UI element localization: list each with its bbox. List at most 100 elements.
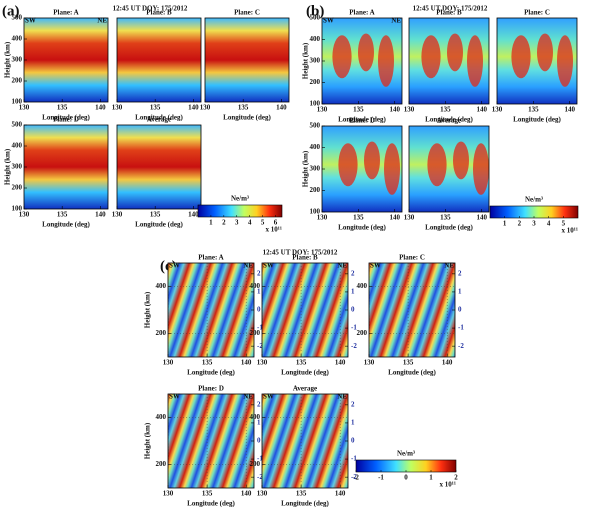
heatmap-feature xyxy=(332,35,352,79)
colorbar xyxy=(197,204,283,218)
subplot-frame xyxy=(408,17,490,105)
x-axis-label: Longitude (deg) xyxy=(187,500,235,508)
x-tick-label: 135 xyxy=(150,211,161,219)
x-tick-label: 135 xyxy=(202,359,213,367)
y2-tick-label: -1 xyxy=(257,324,263,332)
panel-label: (b) xyxy=(306,3,324,19)
x-tick-label: 135 xyxy=(238,104,249,112)
x-tick-label: 130 xyxy=(317,214,328,222)
y2-tick-label: 0 xyxy=(257,437,261,445)
heatmap-image xyxy=(262,394,348,488)
corner-label: NE xyxy=(337,262,347,270)
subplot-title: Plane: C xyxy=(399,254,425,262)
x-axis-label: Longitude (deg) xyxy=(425,116,473,124)
heatmap-feature xyxy=(537,33,553,72)
y-tick-label: 400 xyxy=(310,143,321,151)
y2-tick-label: -2 xyxy=(257,473,263,481)
y2-tick-label: 1 xyxy=(351,288,355,296)
x-tick-label: 130 xyxy=(317,106,328,114)
x-tick-label: 140 xyxy=(188,104,199,112)
y2-tick-label: 2 xyxy=(351,400,355,408)
x-axis-label: Longitude (deg) xyxy=(513,116,561,124)
panel-label: (a) xyxy=(2,3,20,19)
corner-label: SW xyxy=(323,17,334,25)
x-tick-label: 130 xyxy=(112,211,123,219)
corner-label: NE xyxy=(243,393,253,401)
x-tick-label: 135 xyxy=(353,214,364,222)
x-tick-label: 135 xyxy=(403,359,414,367)
heatmap-feature xyxy=(557,35,573,87)
colorbar-tick-label: 1 xyxy=(429,474,433,482)
x-axis-label: Longitude (deg) xyxy=(42,221,90,229)
x-tick-label: 140 xyxy=(564,106,575,114)
x-tick-label: 135 xyxy=(57,104,68,112)
y-axis-label: Height (km) xyxy=(144,291,152,328)
x-axis-label: Longitude (deg) xyxy=(281,369,329,377)
x-axis-label: Longitude (deg) xyxy=(135,221,183,229)
colorbar-tick-label: -1 xyxy=(378,474,384,482)
colorbar-exponent: x 10¹¹ xyxy=(266,226,282,234)
y-axis-label: Height (km) xyxy=(302,42,310,79)
corner-label: NE xyxy=(337,393,347,401)
heatmap-feature xyxy=(384,143,400,195)
x-axis-label: Longitude (deg) xyxy=(338,116,386,124)
y-tick-label: 100 xyxy=(12,205,23,213)
x-tick-label: 140 xyxy=(276,104,287,112)
heatmap-feature xyxy=(447,33,463,72)
colorbar-exponent: x 10¹¹ xyxy=(440,481,456,489)
x-tick-label: 140 xyxy=(241,490,252,498)
y2-tick-label: 2 xyxy=(351,269,355,277)
x-tick-label: 130 xyxy=(19,104,30,112)
colorbar-tick-label: 2 xyxy=(454,474,458,482)
colorbar-label: Ne/m³ xyxy=(525,196,543,204)
y-tick-label: 500 xyxy=(310,14,321,22)
x-axis-label: Longitude (deg) xyxy=(42,114,90,122)
heatmap-image xyxy=(262,263,348,357)
x-tick-label: 130 xyxy=(404,106,415,114)
heatmap-feature xyxy=(358,33,374,72)
x-tick-label: 140 xyxy=(335,359,346,367)
y-tick-label: 400 xyxy=(12,142,23,150)
x-tick-label: 130 xyxy=(163,359,174,367)
x-tick-label: 140 xyxy=(476,106,487,114)
colorbar-label: Ne/m³ xyxy=(397,450,415,458)
y2-tick-label: 0 xyxy=(351,437,355,445)
heatmap-image xyxy=(117,125,201,209)
heatmap-feature xyxy=(511,35,531,79)
y-axis-label: Height (km) xyxy=(302,150,310,187)
x-tick-label: 140 xyxy=(95,211,106,219)
subplot-title: Plane: A xyxy=(53,9,78,17)
heatmap-image xyxy=(117,18,201,102)
subplot-frame xyxy=(116,124,202,210)
x-tick-label: 135 xyxy=(296,359,307,367)
heatmap-feature xyxy=(378,35,394,87)
x-tick-label: 135 xyxy=(528,106,539,114)
y-tick-label: 500 xyxy=(12,121,23,129)
y2-tick-label: -1 xyxy=(351,455,357,463)
corner-label: NE xyxy=(97,17,107,25)
y-tick-label: 400 xyxy=(250,413,261,421)
x-tick-label: 135 xyxy=(440,214,451,222)
corner-label: SW xyxy=(263,393,274,401)
x-tick-label: 135 xyxy=(150,104,161,112)
subplot-title: Average xyxy=(147,116,171,124)
y-axis-label: Height (km) xyxy=(144,422,152,459)
y-tick-label: 200 xyxy=(310,186,321,194)
y2-tick-label: 1 xyxy=(351,419,355,427)
y2-tick-label: 2 xyxy=(257,400,261,408)
y2-tick-label: -2 xyxy=(351,473,357,481)
heatmap-feature xyxy=(338,143,358,187)
y-tick-label: 300 xyxy=(310,165,321,173)
x-tick-label: 130 xyxy=(404,214,415,222)
y-tick-label: 100 xyxy=(310,100,321,108)
corner-label: SW xyxy=(370,262,381,270)
x-tick-label: 130 xyxy=(492,106,503,114)
y2-tick-label: 1 xyxy=(458,288,462,296)
x-tick-label: 140 xyxy=(95,104,106,112)
y-tick-label: 300 xyxy=(12,56,23,64)
y-tick-label: 500 xyxy=(310,122,321,130)
subplot-frame xyxy=(204,17,290,103)
y2-tick-label: -1 xyxy=(458,324,464,332)
y2-tick-label: 1 xyxy=(257,419,261,427)
y-tick-label: 100 xyxy=(310,208,321,216)
